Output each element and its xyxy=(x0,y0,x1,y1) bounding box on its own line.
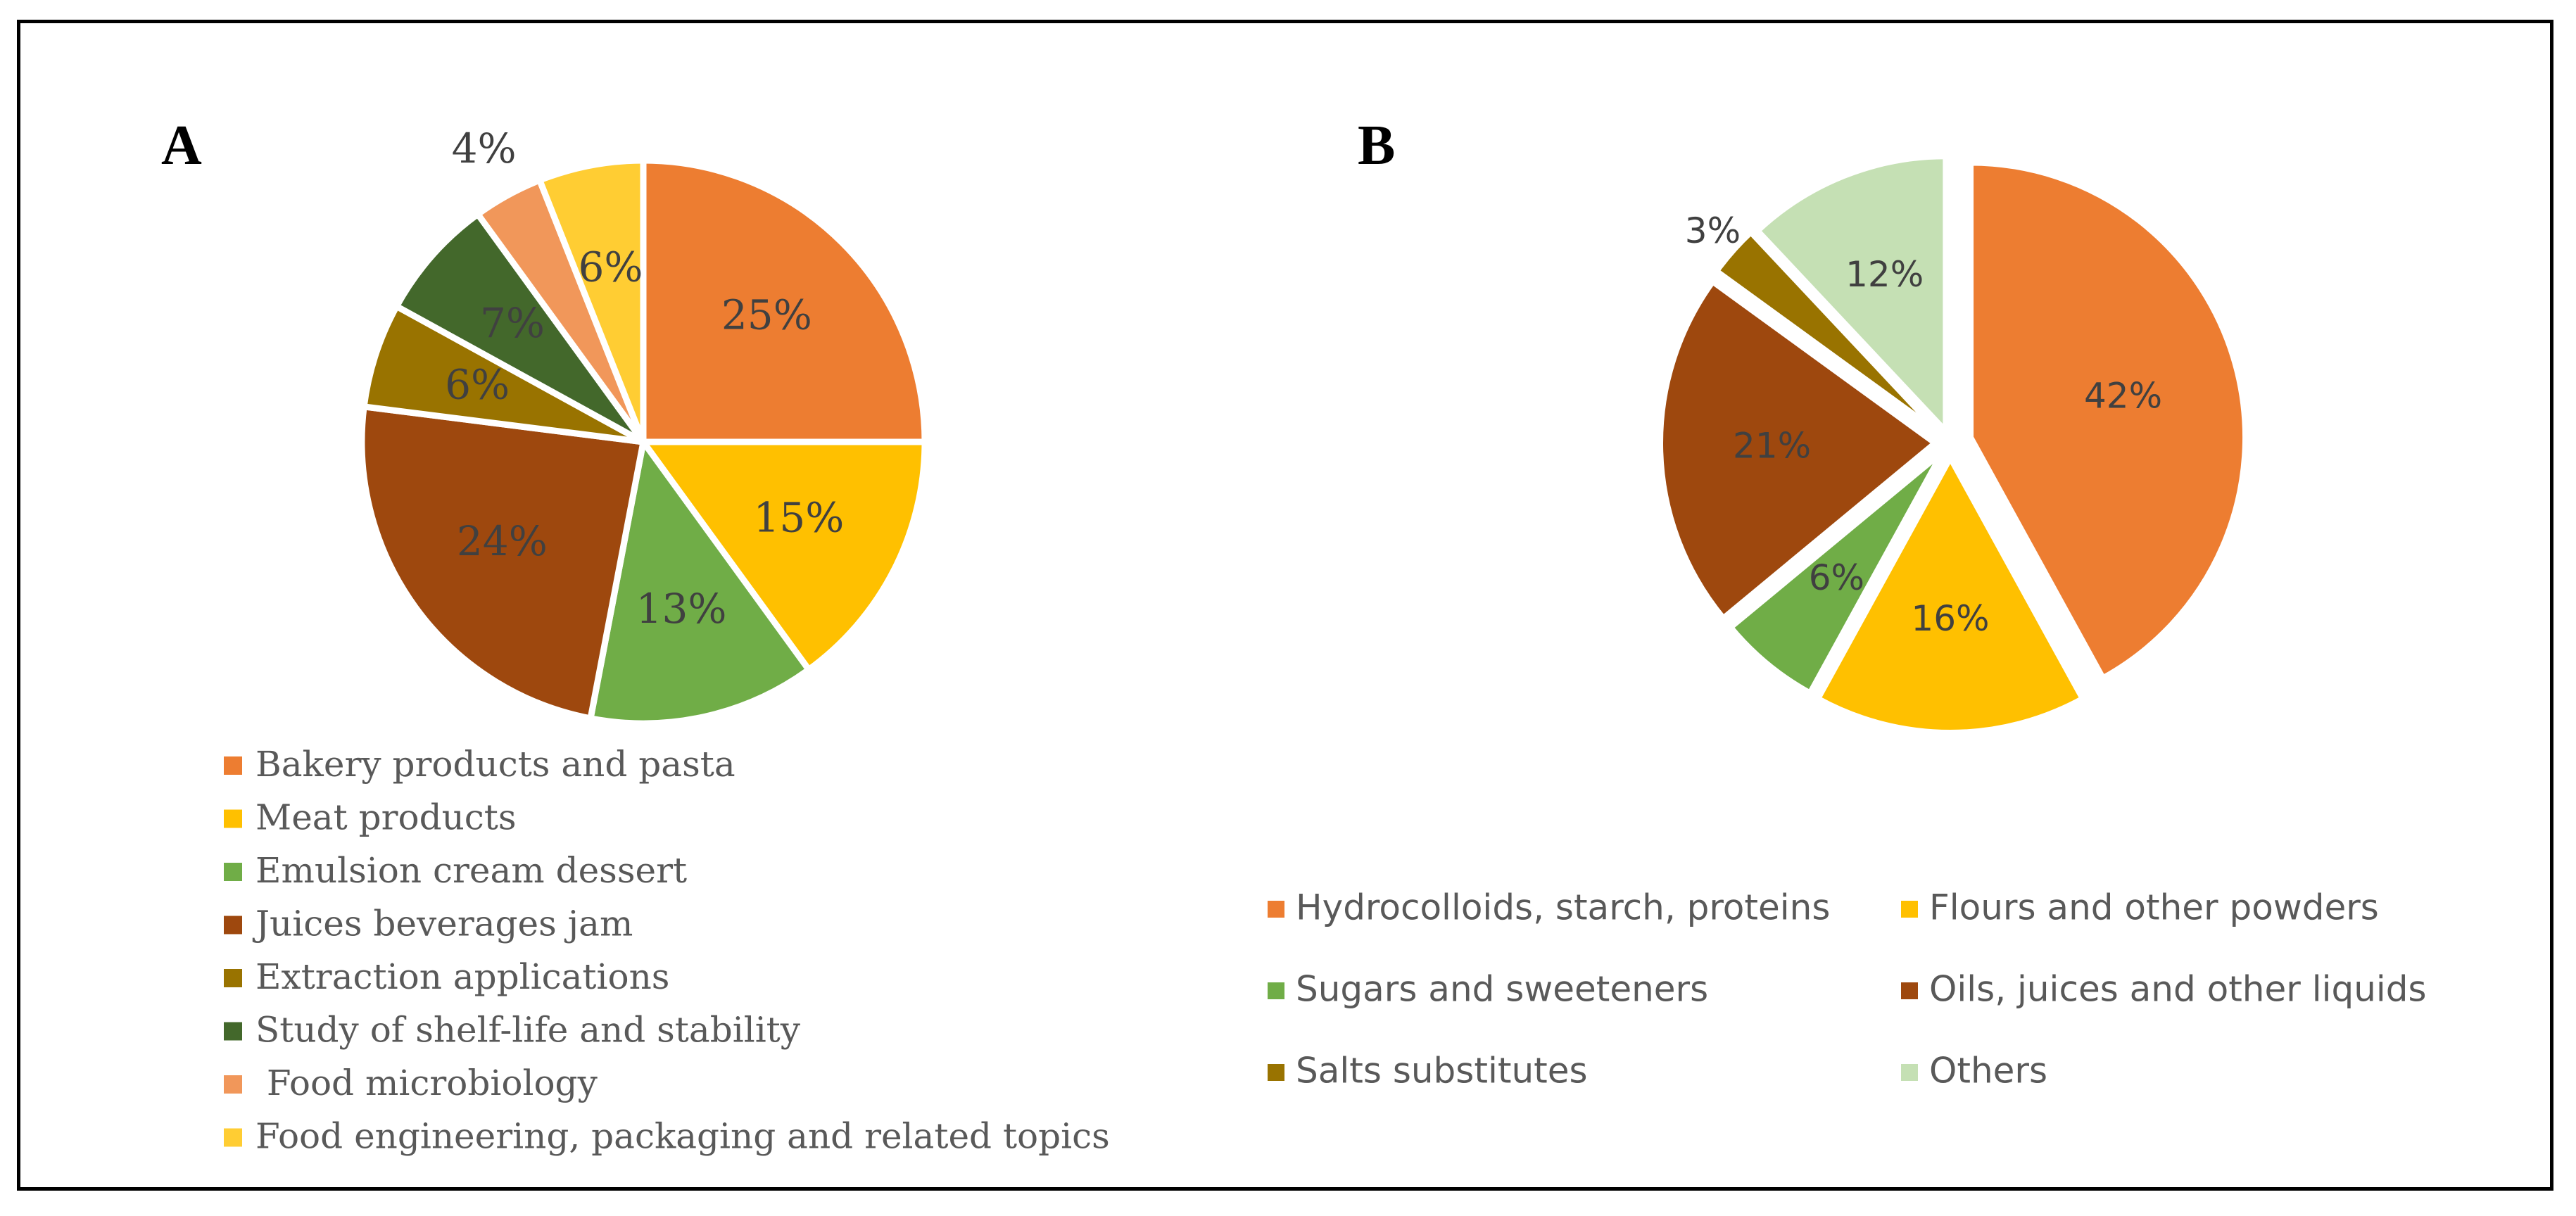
legend-b-swatch-flours-and-other-powders xyxy=(1901,901,1918,918)
legend-b-swatch-oils-juices-and-other-liquids xyxy=(1901,982,1918,999)
pie-b-slice-hydrocolloids-starch-proteins xyxy=(1968,160,2248,682)
pie-a-slice-emulsion-cream-dessert xyxy=(586,433,814,727)
legend-b-swatch-others xyxy=(1901,1064,1918,1081)
legend-a-swatch-emulsion-cream-dessert xyxy=(224,863,242,881)
legend-a-label-bakery-products-and-pasta: Bakery products and pasta xyxy=(255,744,735,785)
pie-b-slice-sugars-and-sweeteners xyxy=(1726,450,1945,697)
pie-a-data-label-bakery-products-and-pasta: 25% xyxy=(721,291,812,339)
pie-a-slice-study-of-shelf-life-and-stability xyxy=(392,210,646,445)
pie-a-data-label-study-of-shelf-life-and-stability: 7% xyxy=(480,299,545,347)
legend-b-swatch-sugars-and-sweeteners xyxy=(1268,982,1284,999)
pie-a-data-label-meat-products: 15% xyxy=(754,494,845,542)
legend-b-label-salts-substitutes: Salts substitutes xyxy=(1296,1051,1588,1091)
legend-a-swatch-food-engineering-packaging-and-related-topics xyxy=(224,1128,242,1147)
pie-b-data-label-hydrocolloids-starch-proteins: 42% xyxy=(2084,375,2162,416)
pie-b-slice-salts-substitutes xyxy=(1712,228,1941,435)
pie-chart-a: 25% 15% 13% 24% 6% 7% 4% 6% xyxy=(358,125,928,727)
pie-b-data-label-salts-substitutes: 3% xyxy=(1685,210,1741,251)
pie-a-slice-extraction-applications xyxy=(360,302,645,445)
legend-b-label-sugars-and-sweeteners: Sugars and sweeteners xyxy=(1296,969,1708,1010)
pie-a-data-label-emulsion-cream-dessert: 13% xyxy=(636,585,727,633)
pie-a-data-label-extraction-applications: 6% xyxy=(445,360,510,408)
pie-a-data-label-juices-beverages-jam: 24% xyxy=(457,517,548,565)
legend-a-label-extraction-applications: Extraction applications xyxy=(255,956,669,997)
legend-a-swatch-study-of-shelf-life-and-stability xyxy=(224,1022,242,1041)
pie-b-slice-flours-and-other-powders xyxy=(1814,452,2087,735)
legend-a-label-food-microbiology: Food microbiology xyxy=(255,1063,598,1103)
legend-b-swatch-salts-substitutes xyxy=(1268,1064,1284,1081)
pie-a-slice-bakery-products-and-pasta xyxy=(640,157,928,445)
legend-a-label-emulsion-cream-dessert: Emulsion cream dessert xyxy=(255,850,687,891)
legend-a-swatch-food-microbiology xyxy=(224,1075,242,1094)
pie-b-slice-oils-juices-and-other-liquids xyxy=(1658,277,1940,622)
pie-a-slice-juices-beverages-jam xyxy=(358,403,648,723)
figure-frame: A B 25% 15% 13% 24% 6% 7% 4% 6% Bakery products… xyxy=(17,20,2553,1191)
legend-b-label-flours-and-other-powders: Flours and other powders xyxy=(1929,887,2379,928)
pie-a-data-label-food-microbiology: 4% xyxy=(452,125,517,172)
legend-b-label-oils-juices-and-other-liquids: Oils, juices and other liquids xyxy=(1929,969,2427,1010)
legend-a-label-juices-beverages-jam: Juices beverages jam xyxy=(252,904,633,944)
pie-b-data-label-flours-and-other-powders: 16% xyxy=(1911,598,1989,639)
legend-a-swatch-juices-beverages-jam xyxy=(224,916,242,935)
pie-b-data-label-others: 12% xyxy=(1845,254,1924,295)
pie-b-slice-others xyxy=(1753,153,1949,438)
legend-b-label-others: Others xyxy=(1929,1051,2047,1091)
legend-a-swatch-meat-products xyxy=(224,809,242,828)
legend-a-swatch-extraction-applications xyxy=(224,969,242,987)
legend-a-label-meat-products: Meat products xyxy=(255,797,517,838)
pie-b-data-label-sugars-and-sweeteners: 6% xyxy=(1809,557,1864,598)
legend-a-label-study-of-shelf-life-and-stability: Study of shelf-life and stability xyxy=(255,1010,801,1051)
figure-canvas: A B 25% 15% 13% 24% 6% 7% 4% 6% Bakery products… xyxy=(161,115,2427,1157)
panel-a-letter: A xyxy=(161,115,202,177)
legend-a: Bakery products and pasta Meat products Em… xyxy=(224,744,1110,1157)
legend-a-label-food-engineering-packaging-and-related-topics: Food engineering, packaging and related … xyxy=(255,1116,1110,1157)
pie-b-data-label-oils-juices-and-other-liquids: 21% xyxy=(1733,425,1811,466)
pie-chart-b: 42% 16% 6% 21% 3% 12% xyxy=(1658,153,2248,735)
pie-a-data-label-food-engineering-packaging-and-related-topics: 6% xyxy=(579,243,643,291)
pie-a-slice-meat-products xyxy=(637,438,928,674)
legend-b: Hydrocolloids, starch, proteins Flours an… xyxy=(1268,887,2427,1091)
pie-a-slice-food-engineering-packaging-and-related-topics xyxy=(535,157,647,443)
panel-b-letter: B xyxy=(1358,115,1395,177)
legend-b-swatch-hydrocolloids-starch-proteins xyxy=(1268,901,1284,918)
legend-b-label-hydrocolloids-starch-proteins: Hydrocolloids, starch, proteins xyxy=(1296,887,1830,928)
legend-a-swatch-bakery-products-and-pasta xyxy=(224,756,242,775)
